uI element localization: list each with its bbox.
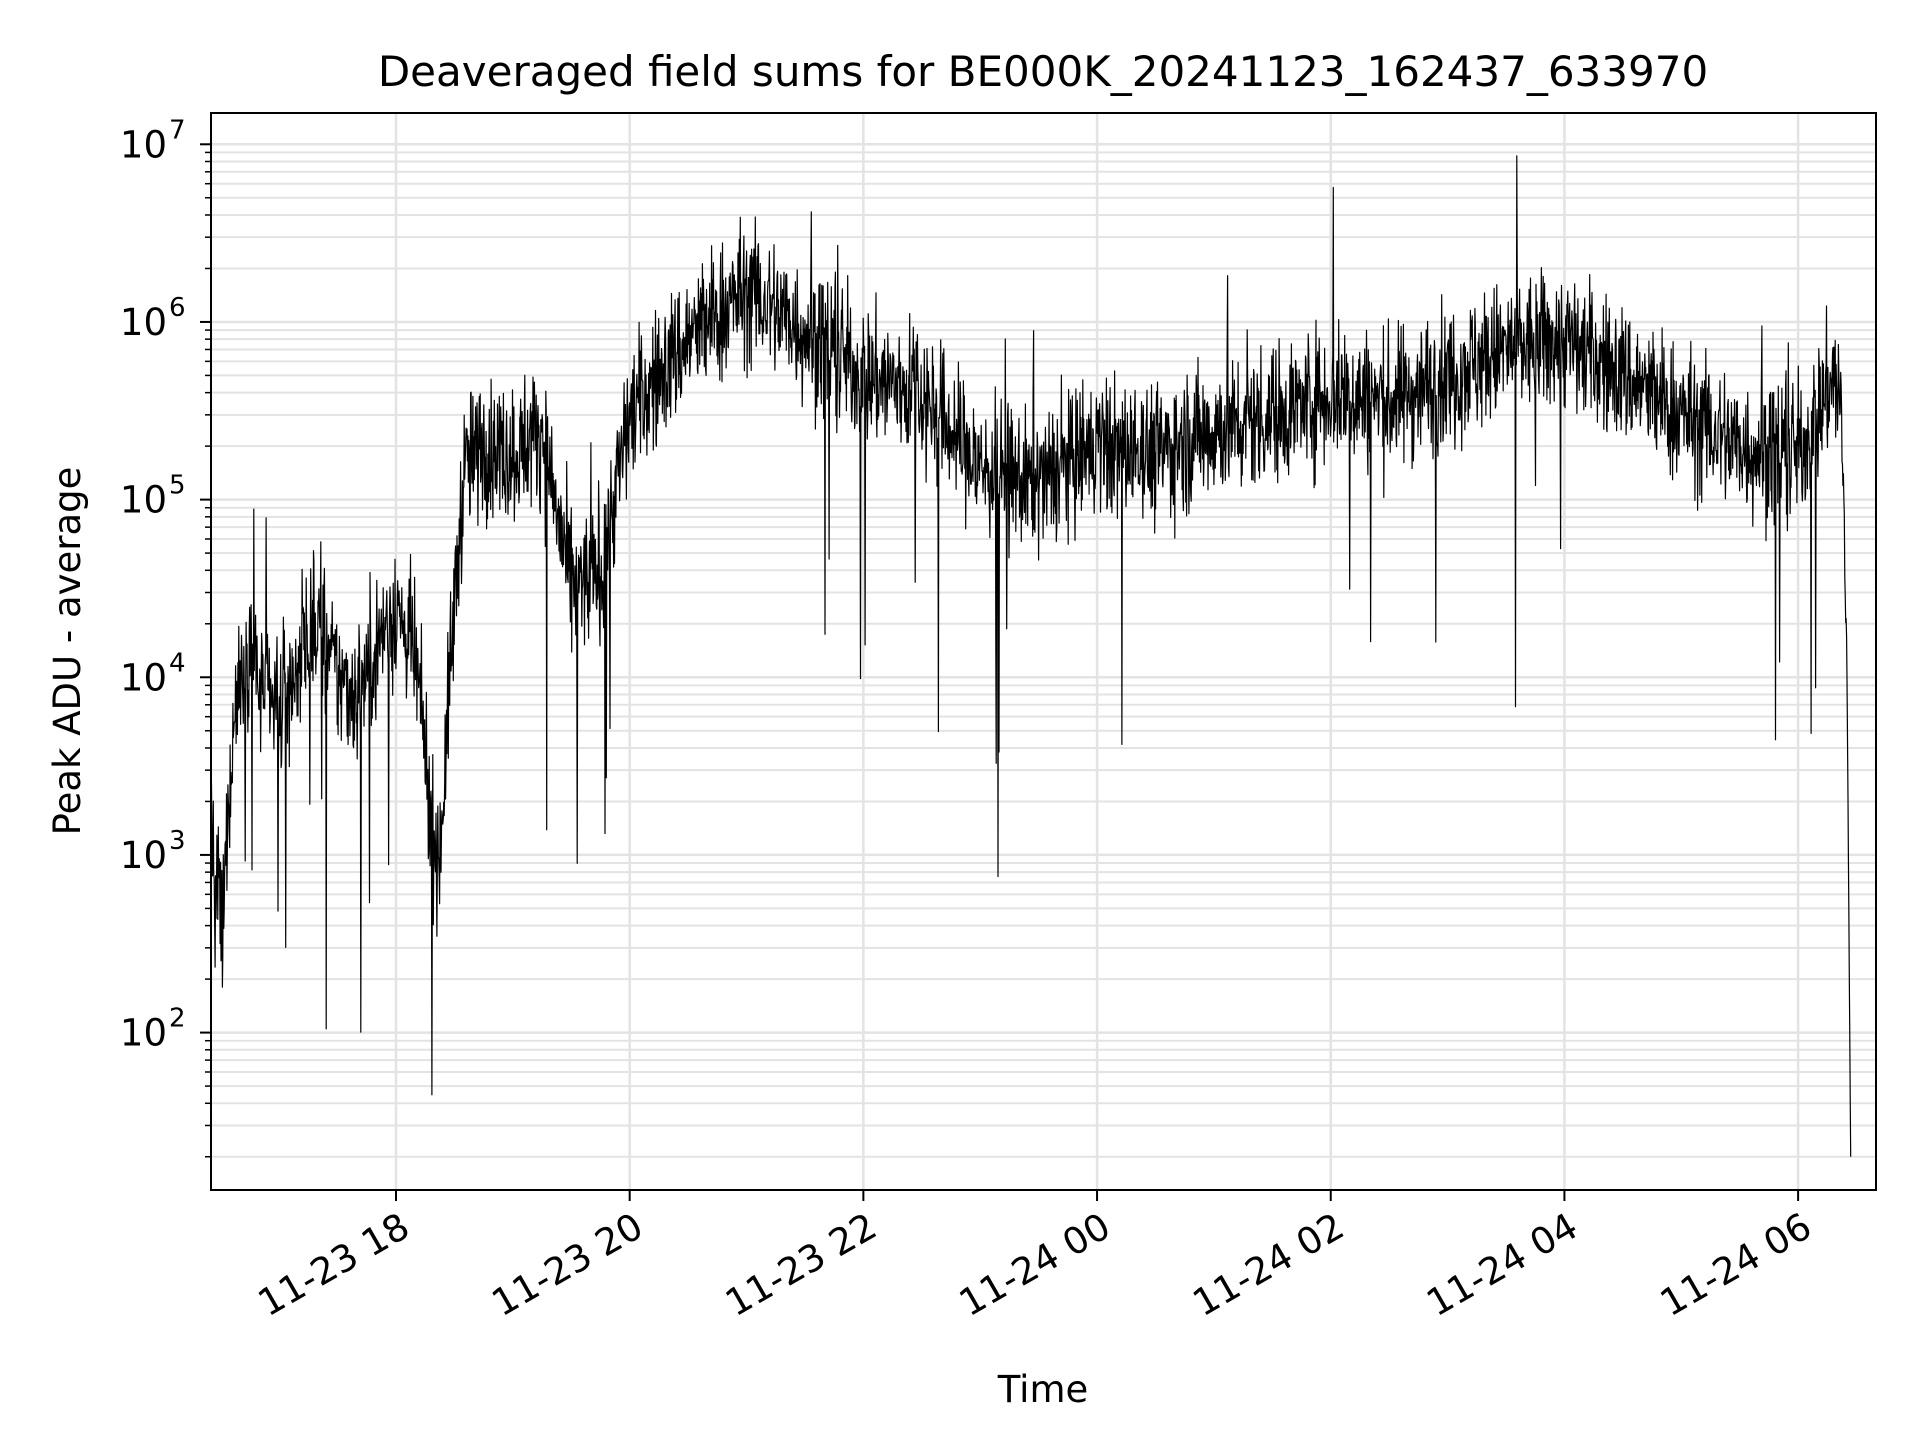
y-tick-exponent: 6 xyxy=(169,293,186,323)
y-axis-label: Peak ADU - average xyxy=(46,467,89,836)
series-line xyxy=(210,155,1852,1157)
y-tick-exponent: 5 xyxy=(169,471,186,501)
y-tick-label: 10 xyxy=(120,301,167,344)
y-tick-exponent: 3 xyxy=(169,826,186,856)
y-tick-exponent: 7 xyxy=(169,115,186,145)
y-tick-label: 10 xyxy=(120,834,167,877)
major-grid xyxy=(211,113,1876,1190)
y-tick-exponent: 4 xyxy=(169,648,186,678)
x-axis-label: Time xyxy=(997,1368,1089,1411)
y-tick-label: 10 xyxy=(120,479,167,522)
plot-frame xyxy=(210,112,1877,1191)
y-tick-label: 10 xyxy=(120,1012,167,1055)
y-tick-exponent: 2 xyxy=(169,1004,186,1034)
y-tick-label: 10 xyxy=(120,656,167,699)
data-series xyxy=(210,155,1852,1157)
chart-title: Deaveraged field sums for BE000K_2024112… xyxy=(378,47,1708,96)
y-tick-label: 10 xyxy=(120,123,167,166)
